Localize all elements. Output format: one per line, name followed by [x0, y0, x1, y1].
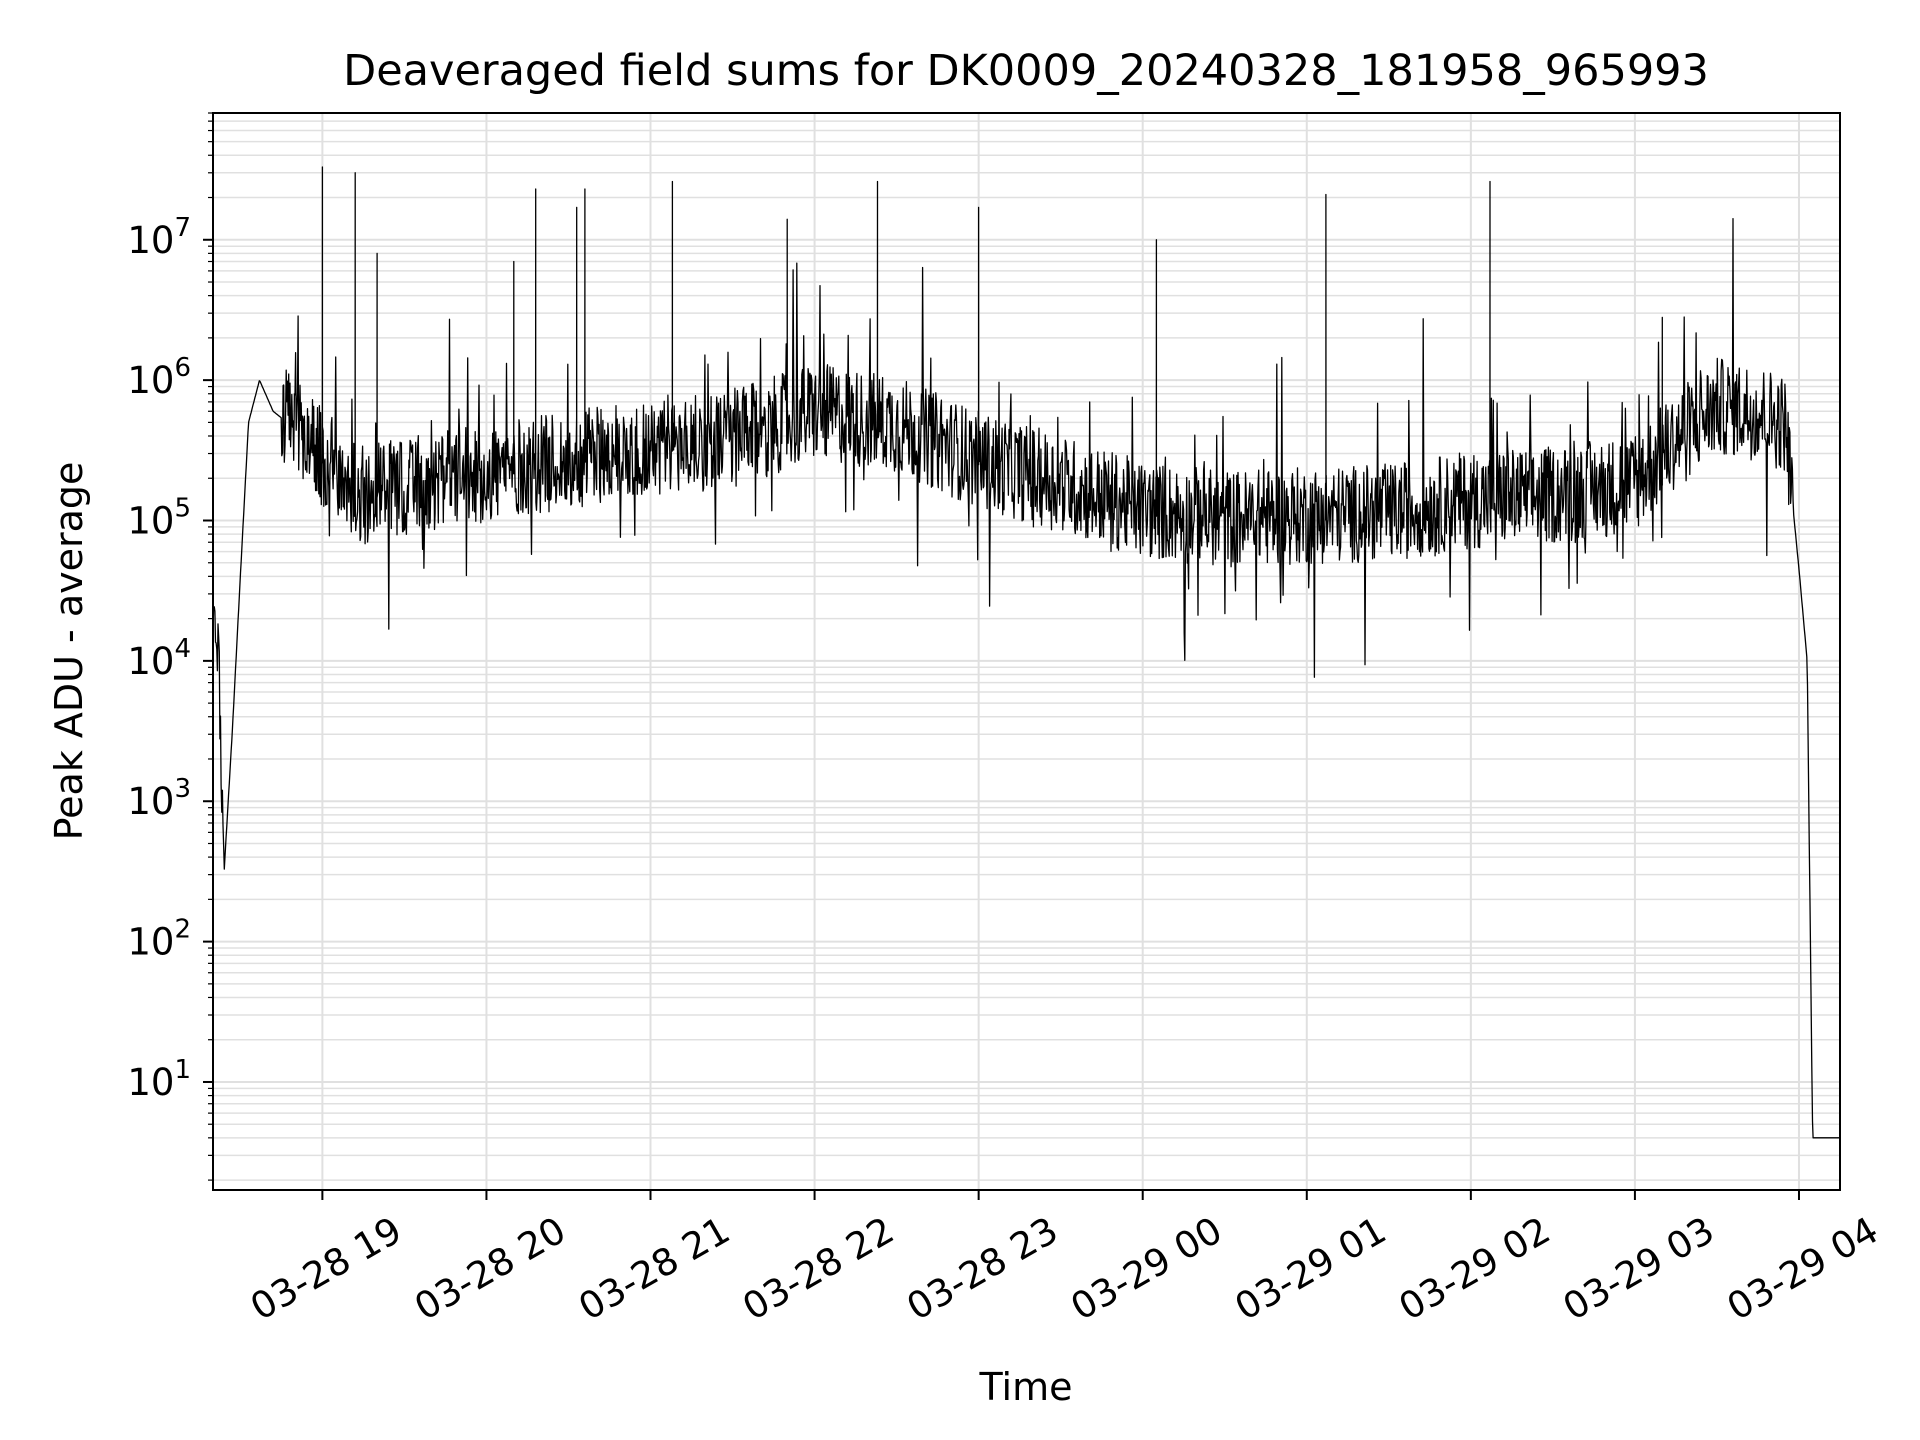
y-tick-label: 106	[127, 353, 191, 402]
y-axis-label: Peak ADU - average	[47, 462, 91, 841]
y-tick-label-exponent: 6	[174, 353, 191, 383]
chart-title: Deaveraged field sums for DK0009_2024032…	[343, 46, 1709, 96]
y-tick-label-base: 10	[127, 921, 174, 964]
y-tick-label-base: 10	[127, 640, 174, 683]
plot-frame	[212, 112, 1841, 1191]
series-line	[212, 166, 1841, 1139]
y-tick-label-exponent: 3	[174, 774, 191, 804]
y-tick-label-base: 10	[127, 219, 174, 262]
y-tick-label: 107	[127, 213, 191, 262]
y-tick-label-exponent: 5	[174, 494, 191, 524]
x-axis-label: Time	[979, 1365, 1073, 1409]
y-tick-label: 104	[127, 634, 191, 683]
y-tick-label: 103	[127, 774, 191, 823]
series	[212, 166, 1841, 1139]
y-tick-label-base: 10	[127, 500, 174, 543]
y-tick-label-exponent: 2	[174, 915, 191, 945]
y-tick-label: 102	[127, 915, 191, 964]
y-tick-label-exponent: 7	[174, 213, 191, 243]
y-tick-label: 105	[127, 494, 191, 543]
y-tick-label-base: 10	[127, 359, 174, 402]
y-tick-label-exponent: 1	[174, 1055, 191, 1085]
y-tick-label-base: 10	[127, 1061, 174, 1104]
y-tick-label-exponent: 4	[174, 634, 191, 664]
y-tick-label: 101	[127, 1055, 191, 1104]
y-tick-label-base: 10	[127, 780, 174, 823]
